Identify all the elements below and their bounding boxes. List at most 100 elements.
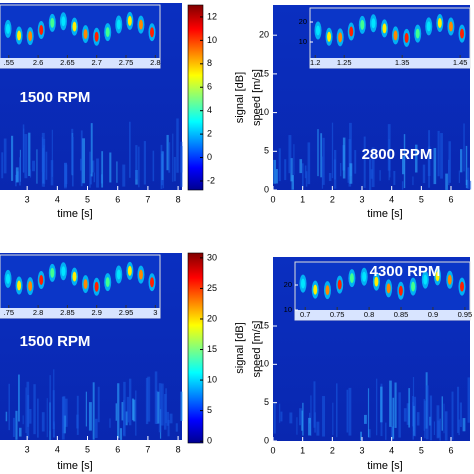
spectrogram-streak	[408, 388, 411, 428]
colorbar-tick-label: 4	[207, 105, 212, 115]
spectrogram-streak	[15, 167, 19, 183]
colorbar-tick-label: 10	[207, 374, 217, 384]
inset-blob	[426, 21, 431, 32]
inset-x-tick-label: 2.75	[119, 58, 134, 67]
colorbar-tick-label: 2	[207, 128, 212, 138]
spectrogram-streak	[166, 411, 170, 426]
spectrogram-streak	[457, 386, 460, 433]
inset-blob	[28, 31, 33, 42]
spectrogram-streak	[289, 412, 293, 424]
spectrogram-streak	[328, 172, 332, 181]
spectrogram-streak	[370, 169, 373, 179]
y-tick-label: 20	[259, 30, 269, 40]
inset-y-tick-label: 20	[284, 280, 292, 289]
x-tick-label: 3	[25, 444, 30, 454]
spectrogram-streak	[94, 418, 98, 438]
inset-x-tick-label: 1.2	[310, 58, 320, 67]
inset-blob	[72, 271, 77, 282]
spectrogram-streak	[12, 417, 15, 437]
inset-blob	[313, 284, 318, 295]
inset-axis-strip	[310, 58, 470, 68]
inset-blob	[437, 18, 442, 29]
spectrogram-streak	[167, 419, 170, 437]
spectrogram-streak	[445, 173, 448, 190]
y-tick-label: 5	[264, 397, 269, 407]
inset-x-tick-label: 1.45	[453, 58, 468, 67]
inset-x-tick-label: 2.85	[60, 308, 75, 317]
spectrogram-streak	[18, 374, 20, 422]
spectrogram-streak	[92, 160, 95, 173]
spectrogram-streak	[441, 396, 443, 431]
spectrogram-streak	[176, 118, 179, 173]
inset-x-tick-label: 2.9	[91, 308, 101, 317]
spectrogram-streak	[332, 402, 334, 436]
spectrogram-streak	[275, 168, 278, 184]
spectrogram-streak	[367, 388, 370, 438]
inset-y-tick-label: 10	[284, 305, 292, 314]
spectrogram-streak	[90, 123, 93, 177]
spectrogram-streak	[440, 133, 443, 179]
spectrogram-streak	[466, 167, 470, 189]
spectrogram-streak	[390, 426, 394, 440]
inset-blob	[39, 24, 44, 35]
inset-x-tick-label: 2.6	[33, 58, 43, 67]
spectrogram-streak	[52, 390, 55, 430]
spectrogram-streak	[425, 385, 429, 440]
spectrogram-streak	[322, 137, 325, 185]
colorbar-tick-label: 0	[207, 152, 212, 162]
inset-blob	[83, 279, 88, 290]
inset-x-tick-label: 1.35	[395, 58, 410, 67]
inset-blob	[371, 18, 376, 29]
x-tick-label: 5	[419, 194, 424, 204]
inset-axis-strip	[295, 310, 470, 320]
x-axis-label: time [s]	[57, 208, 92, 220]
inset-blob	[460, 28, 464, 39]
spectrogram-streak	[53, 421, 55, 438]
spectrogram-streak	[119, 428, 123, 440]
spectrogram-streak	[173, 156, 176, 182]
rpm-annotation: 4300 RPM	[370, 263, 441, 280]
inset-blob	[6, 273, 10, 284]
spectrogram-streak	[122, 164, 126, 187]
spectrogram-streak	[135, 145, 138, 180]
spectrogram-streak	[109, 418, 111, 428]
spectrogram-streak	[284, 159, 287, 181]
colorbar-tick-label: 8	[207, 58, 212, 68]
spectrogram-streak	[301, 163, 304, 188]
spectrogram-streak	[29, 169, 32, 178]
inset-x-tick-label: 0.95	[458, 310, 473, 319]
spectrogram-streak	[398, 392, 401, 438]
inset-blob	[105, 277, 110, 288]
inset-blob	[301, 278, 305, 289]
inset-blob	[116, 19, 121, 30]
spectrogram-streak	[320, 133, 323, 178]
x-tick-label: 3	[359, 194, 364, 204]
spectrogram-streak	[348, 387, 352, 436]
spectrogram-streak	[161, 151, 164, 181]
spectrogram-streak	[32, 160, 36, 172]
inset-blob	[138, 19, 143, 30]
y-tick-label: 0	[264, 435, 269, 445]
spectrogram-streak	[37, 398, 39, 438]
inset-blob	[325, 285, 330, 296]
spectrogram-streak	[180, 145, 183, 187]
spectrogram-streak	[76, 395, 79, 435]
inset-blob	[398, 285, 403, 296]
x-tick-label: 2	[330, 445, 335, 455]
inset-blob	[337, 279, 342, 290]
x-tick-label: 1	[300, 445, 305, 455]
spectrogram-streak	[443, 403, 445, 434]
x-tick-label: 1	[300, 194, 305, 204]
spectrogram-streak	[41, 132, 45, 173]
spectrogram-streak	[115, 403, 118, 421]
spectrogram-streak	[19, 427, 22, 437]
spectrogram-streak	[371, 147, 375, 188]
inset-blob	[150, 27, 154, 38]
spectrogram-streak	[469, 180, 472, 190]
spectrogram-streak	[334, 149, 337, 189]
spectrogram-streak	[273, 159, 277, 184]
spectrogram-streak	[147, 376, 151, 422]
spectrogram-streak	[29, 408, 32, 424]
spectrogram-streak	[27, 395, 30, 427]
spectrogram-streak	[101, 151, 104, 188]
